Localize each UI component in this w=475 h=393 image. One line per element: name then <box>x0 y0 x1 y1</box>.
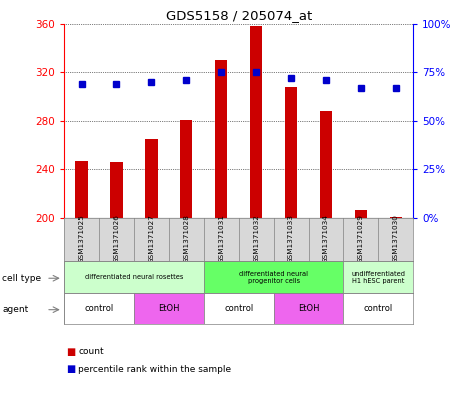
Text: undifferentiated
H1 hESC parent: undifferentiated H1 hESC parent <box>352 270 405 284</box>
Text: GSM1371026: GSM1371026 <box>114 215 120 263</box>
Bar <box>180 119 192 218</box>
Bar <box>390 217 402 218</box>
Bar <box>343 261 413 293</box>
Bar <box>320 111 332 218</box>
Text: percentile rank within the sample: percentile rank within the sample <box>78 365 231 374</box>
Text: control: control <box>85 304 114 313</box>
Text: ■: ■ <box>66 364 76 375</box>
Bar <box>204 261 343 293</box>
Text: GSM1371030: GSM1371030 <box>393 215 399 263</box>
Text: agent: agent <box>2 305 28 314</box>
Text: control: control <box>364 304 393 313</box>
Bar <box>134 293 204 324</box>
Bar <box>355 209 367 218</box>
Bar <box>274 293 343 324</box>
Text: GSM1371033: GSM1371033 <box>288 215 294 263</box>
Text: GSM1371034: GSM1371034 <box>323 215 329 263</box>
Text: EtOH: EtOH <box>158 304 180 313</box>
Text: GSM1371028: GSM1371028 <box>183 215 190 263</box>
Bar <box>64 293 134 324</box>
Text: ■: ■ <box>66 347 76 357</box>
Text: GSM1371027: GSM1371027 <box>148 215 154 263</box>
Text: differentiated neural
progenitor cells: differentiated neural progenitor cells <box>239 270 308 284</box>
Bar <box>285 87 297 218</box>
Text: control: control <box>224 304 253 313</box>
Text: GSM1371031: GSM1371031 <box>218 215 224 263</box>
Bar <box>145 139 158 218</box>
Bar <box>250 26 262 218</box>
Text: differentiated neural rosettes: differentiated neural rosettes <box>85 274 183 280</box>
Title: GDS5158 / 205074_at: GDS5158 / 205074_at <box>166 9 312 22</box>
Bar <box>343 293 413 324</box>
Text: GSM1371029: GSM1371029 <box>358 215 364 263</box>
Text: cell type: cell type <box>2 274 41 283</box>
Bar <box>76 161 88 218</box>
Text: GSM1371025: GSM1371025 <box>78 215 85 263</box>
Bar <box>64 261 204 293</box>
Bar <box>204 293 274 324</box>
Bar <box>110 162 123 218</box>
Text: count: count <box>78 347 104 356</box>
Text: GSM1371032: GSM1371032 <box>253 215 259 263</box>
Bar <box>215 60 228 218</box>
Text: EtOH: EtOH <box>298 304 319 313</box>
